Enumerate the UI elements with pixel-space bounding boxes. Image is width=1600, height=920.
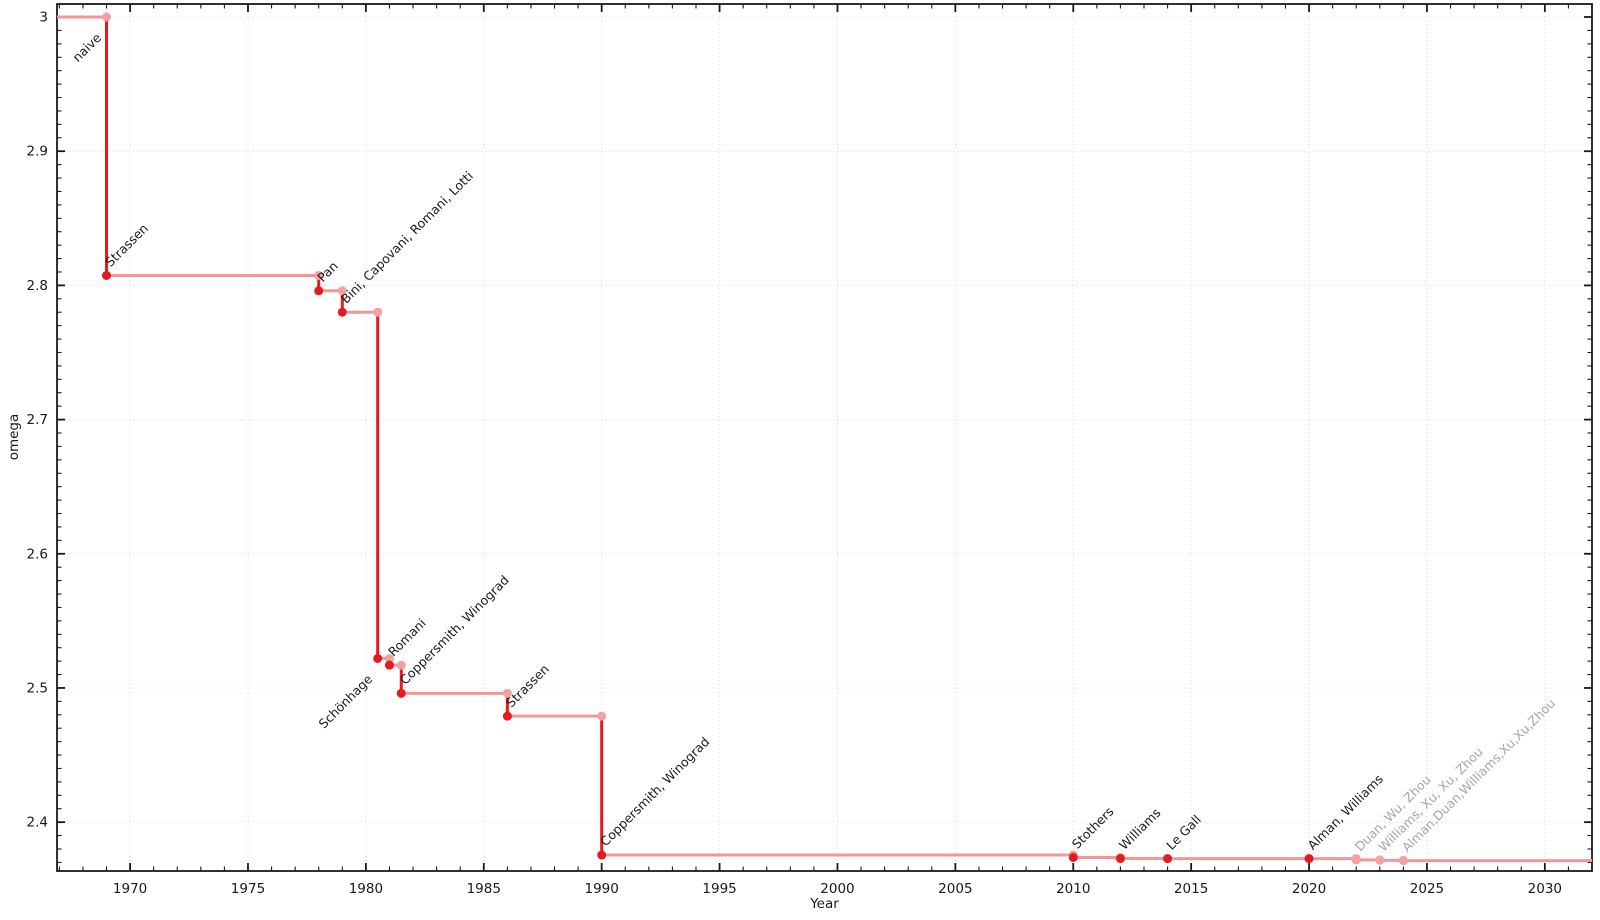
y-tick-label-2.8: 2.8 xyxy=(27,278,48,294)
point-marker-le-gall-2014 xyxy=(1163,854,1173,864)
y-tick-label-3: 3 xyxy=(39,10,48,26)
corner-marker xyxy=(502,688,512,698)
point-marker-alman-williams-2020 xyxy=(1304,854,1314,864)
point-marker-williams-2012 xyxy=(1115,854,1125,864)
x-tick-label-2030: 2030 xyxy=(1528,881,1562,897)
corner-marker xyxy=(597,711,607,721)
point-marker-coppersmith-winograd-1990 xyxy=(597,850,607,860)
point-marker-romani-1981 xyxy=(384,660,394,670)
corner-marker xyxy=(396,660,406,670)
annotation-strassen: Strassen xyxy=(503,661,552,710)
y-tick-label-2.4: 2.4 xyxy=(27,815,48,831)
annotation-strassen: Strassen xyxy=(102,221,151,270)
y-tick-label-2.6: 2.6 xyxy=(27,546,48,562)
corner-marker xyxy=(314,270,324,280)
point-marker-sch-nhage-1980.5 xyxy=(373,653,383,663)
x-tick-label-1970: 1970 xyxy=(113,881,147,897)
x-tick-label-1980: 1980 xyxy=(349,881,383,897)
annotation-coppersmith-winograd: Coppersmith, Winograd xyxy=(597,734,712,849)
point-marker-strassen-1969 xyxy=(102,270,112,280)
point-marker-pan-1978 xyxy=(314,286,324,296)
annotation-stothers: Stothers xyxy=(1069,804,1117,852)
point-marker-stothers-2010 xyxy=(1068,852,1078,862)
annotation-bini-capovani-romani-lotti: Bini, Capovani, Romani, Lotti xyxy=(338,168,476,306)
annotation-le-gall: Le Gall xyxy=(1163,812,1204,853)
point-marker-coppersmith-winograd-1981.5 xyxy=(396,688,406,698)
x-tick-label-2015: 2015 xyxy=(1174,881,1208,897)
corner-marker xyxy=(384,653,394,663)
y-tick-label-2.7: 2.7 xyxy=(27,412,48,428)
point-marker-williams-xu-xu-zhou-2023 xyxy=(1375,855,1385,865)
x-tick-label-2025: 2025 xyxy=(1410,881,1444,897)
corner-marker xyxy=(102,12,112,22)
x-tick-label-2020: 2020 xyxy=(1292,881,1326,897)
x-tick-label-1985: 1985 xyxy=(467,881,501,897)
point-marker-duan-wu-zhou-2022 xyxy=(1351,855,1361,865)
annotation-williams-xu-xu-zhou: Williams, Xu, Xu, Zhou xyxy=(1375,744,1485,854)
plot-border xyxy=(56,3,1593,872)
y-tick-label-2.5: 2.5 xyxy=(27,680,48,696)
annotation-naive: naive xyxy=(69,30,104,65)
corner-marker xyxy=(337,286,347,296)
x-tick-label-1995: 1995 xyxy=(702,881,736,897)
y-tick-label-2.9: 2.9 xyxy=(27,144,48,160)
annotation-sch-nhage: Schönhage xyxy=(316,671,376,731)
point-marker-strassen-1986 xyxy=(502,711,512,721)
x-axis-label: Year xyxy=(810,896,839,912)
y-axis-label: omega xyxy=(6,413,22,461)
point-marker-alman-duan-williams-xu-xu-zhou-2024 xyxy=(1398,856,1408,866)
x-tick-label-2005: 2005 xyxy=(938,881,972,897)
x-tick-label-2010: 2010 xyxy=(1056,881,1090,897)
annotation-williams: Williams xyxy=(1116,805,1164,853)
x-tick-label-1975: 1975 xyxy=(231,881,265,897)
point-marker-bini-capovani-romani-lotti-1979 xyxy=(337,307,347,317)
x-tick-label-2000: 2000 xyxy=(820,881,854,897)
corner-marker xyxy=(373,307,383,317)
x-tick-label-1990: 1990 xyxy=(584,881,618,897)
